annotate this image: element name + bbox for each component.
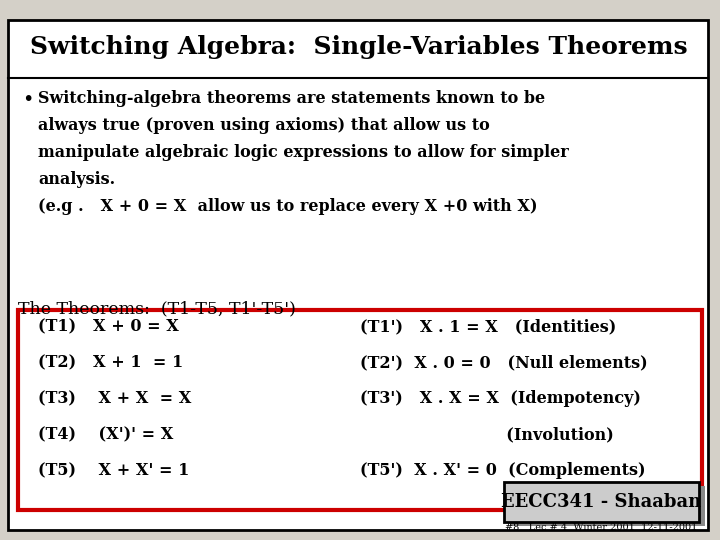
Text: (T2)   X + 1  = 1: (T2) X + 1 = 1 <box>38 354 184 371</box>
Text: EECC341 - Shaaban: EECC341 - Shaaban <box>501 493 701 511</box>
Text: (e.g .   X + 0 = X  allow us to replace every X +0 with X): (e.g . X + 0 = X allow us to replace eve… <box>38 198 538 215</box>
Text: Switching-algebra theorems are statements known to be: Switching-algebra theorems are statement… <box>38 90 545 107</box>
Text: (T5')  X . X' = 0  (Complements): (T5') X . X' = 0 (Complements) <box>360 462 646 479</box>
FancyBboxPatch shape <box>510 486 705 526</box>
Text: (T3')   X . X = X  (Idempotency): (T3') X . X = X (Idempotency) <box>360 390 641 407</box>
Text: #8   Lec # 4  Winter 2001  12-11-2001: #8 Lec # 4 Winter 2001 12-11-2001 <box>505 523 697 532</box>
FancyBboxPatch shape <box>18 310 702 510</box>
Text: (T3)    X + X  = X: (T3) X + X = X <box>38 390 192 407</box>
Text: (T4)    (X')' = X: (T4) (X')' = X <box>38 426 174 443</box>
Text: always true (proven using axioms) that allow us to: always true (proven using axioms) that a… <box>38 117 490 134</box>
Text: (T1)   X + 0 = X: (T1) X + 0 = X <box>38 318 179 335</box>
Text: analysis.: analysis. <box>38 171 115 188</box>
Text: (T2')  X . 0 = 0   (Null elements): (T2') X . 0 = 0 (Null elements) <box>360 354 647 371</box>
Text: •: • <box>22 90 33 109</box>
Text: The Theorems:  (T1-T5, T1'-T5'): The Theorems: (T1-T5, T1'-T5') <box>18 300 296 317</box>
Text: (Involution): (Involution) <box>360 426 613 443</box>
Text: Switching Algebra:  Single-Variables Theorems: Switching Algebra: Single-Variables Theo… <box>30 35 688 59</box>
Text: manipulate algebraic logic expressions to allow for simpler: manipulate algebraic logic expressions t… <box>38 144 569 161</box>
FancyBboxPatch shape <box>8 20 708 530</box>
Text: (T1')   X . 1 = X   (Identities): (T1') X . 1 = X (Identities) <box>360 318 616 335</box>
Text: (T5)    X + X' = 1: (T5) X + X' = 1 <box>38 462 189 479</box>
FancyBboxPatch shape <box>504 482 699 522</box>
